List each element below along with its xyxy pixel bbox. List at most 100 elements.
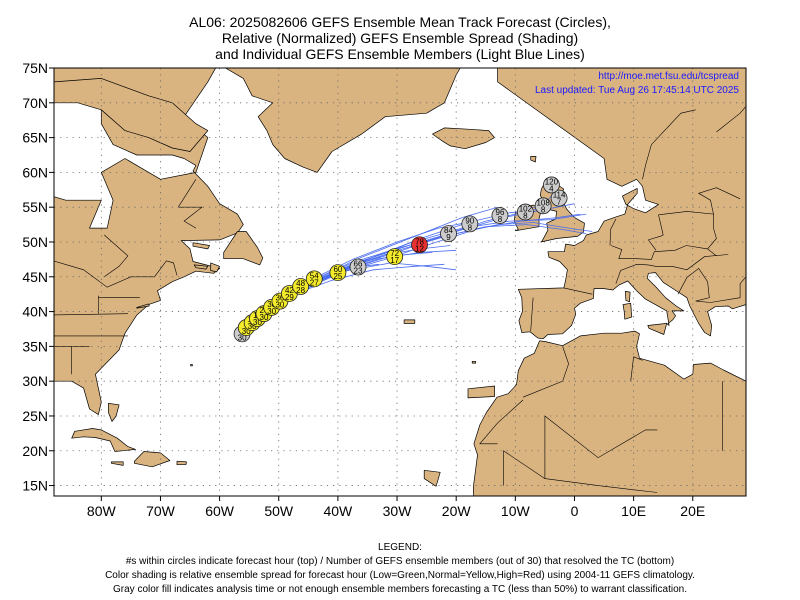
land-madeira — [471, 360, 477, 364]
legend-heading: LEGEND: — [378, 542, 422, 553]
land-faroe — [530, 156, 537, 163]
member-count-label: 29 — [285, 293, 294, 302]
land-north-america — [54, 68, 244, 415]
track-circle — [491, 207, 509, 224]
europe-line-4 — [609, 218, 617, 246]
forecast-hour-label: 90 — [465, 216, 474, 225]
forecast-hour-label: 120 — [545, 177, 559, 186]
forecast-hour-label: 42 — [285, 286, 294, 295]
member-count-label: 9 — [446, 233, 451, 242]
quebec-labrador — [177, 179, 203, 229]
track-circle — [329, 264, 347, 282]
land-azores — [403, 319, 416, 324]
track-circle — [534, 197, 552, 215]
member-count-label: 30 — [267, 307, 276, 316]
forecast-hour-label: 30 — [267, 300, 276, 309]
land-hispaniola — [134, 451, 171, 468]
forecast-hour-label: 36 — [275, 294, 284, 303]
lon-tick-label: 70W — [146, 503, 176, 519]
land-cuba — [71, 428, 136, 452]
member-count-label: 12 — [415, 244, 424, 253]
lat-tick-label: 40N — [22, 304, 48, 320]
europe-line-6 — [615, 254, 729, 284]
forecast-hour-label: 102 — [519, 205, 533, 214]
mean-track: 0306301230183024303030363042294828542760… — [233, 176, 568, 342]
land-bermuda — [190, 364, 193, 367]
land-eurasia — [497, 68, 746, 340]
track-point: 908 — [461, 215, 479, 232]
member-count-label: 8 — [523, 212, 528, 221]
lat-tick-label: 70N — [22, 95, 48, 111]
title-line-2: Relative (Normalized) GEFS Ensemble Spre… — [221, 30, 579, 46]
member-count-label: 30 — [253, 318, 262, 327]
lon-tick-label: 20E — [680, 503, 705, 519]
member-count-label: 8 — [498, 215, 503, 224]
track-circle — [386, 248, 404, 265]
track-circle — [292, 278, 310, 295]
europe-line-7 — [642, 109, 696, 180]
lat-tick-label: 25N — [22, 408, 48, 424]
lon-tick-label: 10W — [501, 503, 531, 519]
land-newfoundland — [223, 231, 264, 266]
land-baffin — [54, 78, 209, 152]
us-canada-border — [54, 260, 178, 288]
africa-line-2 — [544, 415, 658, 479]
land-iceland — [432, 127, 495, 150]
source-url[interactable]: http://moe.met.fsu.edu/tcspread — [598, 71, 739, 82]
lat-tick-label: 55N — [22, 199, 48, 215]
lon-tick-label: 10E — [621, 503, 646, 519]
longitude-axis: 80W 70W 60W 50W 40W 30W 20W 10W 0 10E 20E — [87, 496, 705, 519]
europe-line-2 — [530, 297, 534, 332]
member-count-label: 28 — [296, 286, 305, 295]
track-point: 968 — [491, 207, 509, 224]
track-circle — [305, 270, 323, 288]
forecast-hour-label: 66 — [354, 260, 363, 269]
member-count-label: 30 — [248, 322, 257, 331]
chart-title: AL06: 2025082606 GEFS Ensemble Mean Trac… — [0, 14, 800, 62]
land-long-island — [136, 303, 150, 309]
canada-prov-line — [104, 234, 129, 278]
europe-line-5 — [647, 214, 664, 251]
forecast-hour-label: 84 — [444, 226, 453, 235]
lon-tick-label: 40W — [323, 503, 353, 519]
member-count-label: 8 — [541, 205, 546, 214]
forecast-hour-label: 108 — [536, 198, 550, 207]
forecast-hour-label: 54 — [310, 271, 319, 280]
land-cape-verde — [423, 469, 441, 487]
lat-tick-label: 60N — [22, 164, 48, 180]
member-count-label: 23 — [354, 267, 363, 276]
land-masses — [54, 68, 746, 496]
lat-tick-label: 50N — [22, 234, 48, 250]
africa-line-4 — [503, 450, 658, 493]
land-greenland — [224, 68, 461, 173]
europe-line-9 — [697, 187, 741, 215]
track-circle — [550, 189, 568, 207]
member-count-label: 27 — [310, 278, 319, 287]
forecast-hour-label: 96 — [496, 208, 505, 217]
member-count-label: 17 — [390, 256, 399, 265]
land-jamaica — [111, 461, 124, 466]
land-puerto-rico — [176, 460, 187, 466]
europe-line-11 — [658, 211, 717, 250]
track-point: 849 — [440, 225, 457, 242]
track-circle — [516, 203, 534, 221]
forecast-hour-label: 60 — [333, 265, 342, 274]
legend-line-3: Gray color fill indicates analysis time … — [113, 584, 687, 595]
europe-line-1 — [563, 287, 593, 295]
lon-tick-label: 60W — [205, 503, 235, 519]
africa-line-1 — [479, 399, 524, 445]
land-anticosti — [192, 242, 210, 250]
lon-tick-label: 30W — [383, 503, 413, 519]
track-circle — [349, 258, 367, 276]
legend-line-2: Color shading is relative ensemble sprea… — [105, 570, 695, 581]
member-count-label: 4 — [549, 184, 554, 193]
lon-tick-label: 80W — [87, 503, 117, 519]
member-count-label: 30 — [260, 313, 269, 322]
morocco-line — [522, 346, 569, 398]
